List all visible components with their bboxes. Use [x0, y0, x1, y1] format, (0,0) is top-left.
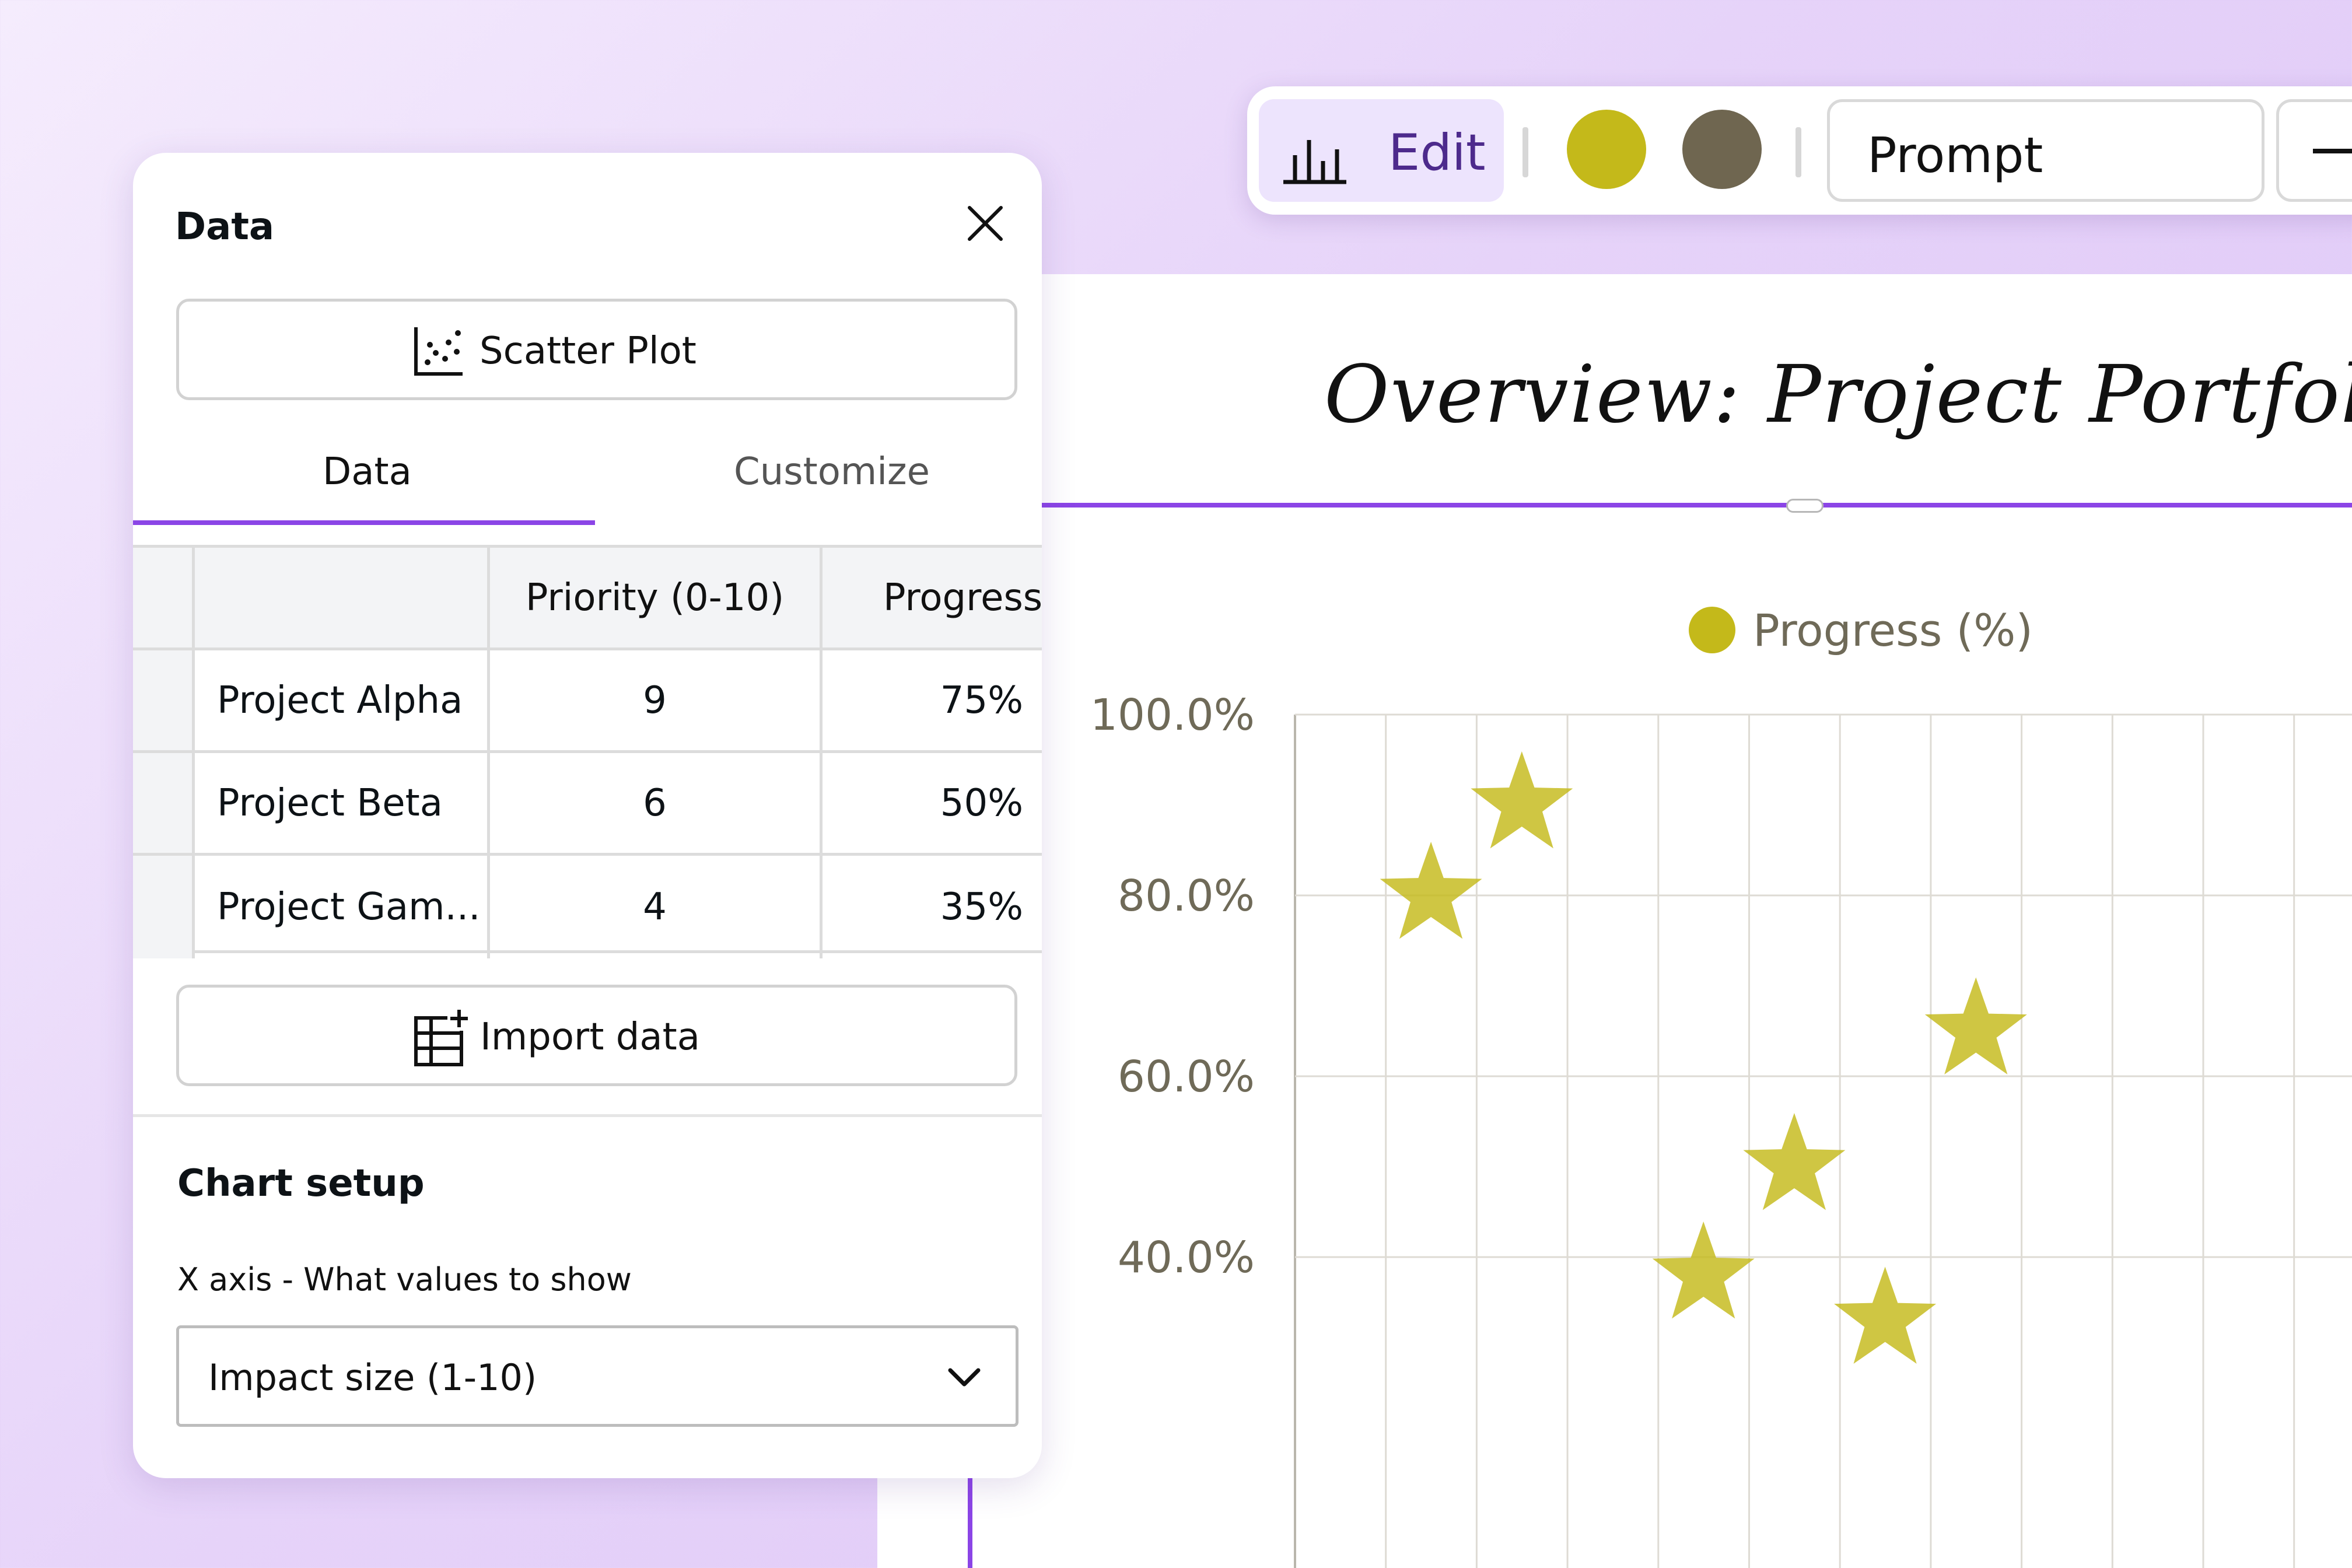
y-tick-label: 80.0% [1118, 871, 1255, 921]
scatter-point[interactable] [1924, 977, 2027, 1074]
decrease-button[interactable] [2276, 99, 2352, 202]
row-gutter[interactable] [133, 856, 195, 958]
row-gutter[interactable] [133, 753, 195, 856]
y-tick-label: 40.0% [1118, 1233, 1255, 1283]
table-cell[interactable]: 9 [490, 650, 822, 753]
legend-label: Progress (%) [1753, 604, 2034, 656]
row-gutter[interactable] [133, 650, 195, 753]
table-header-cell[interactable]: Progress [822, 548, 1042, 650]
import-data-label: Import data [480, 1016, 700, 1059]
scatter-point[interactable] [1834, 1266, 1937, 1364]
table-cell[interactable]: 4 [490, 856, 822, 958]
table-cell[interactable]: 50% [822, 753, 1042, 856]
color-swatch-olive[interactable] [1567, 110, 1646, 189]
y-tick-label: 100.0% [1090, 690, 1255, 740]
title-underline [1041, 503, 2352, 508]
chart-type-button[interactable]: Scatter Plot [176, 299, 1017, 400]
table-cell[interactable]: Project Gam... [195, 856, 490, 958]
active-tab-indicator [133, 520, 595, 525]
prompt-label: Prompt [1867, 127, 2043, 184]
table-header-cell[interactable]: Priority (0-10) [490, 548, 822, 650]
scatter-point[interactable] [1652, 1222, 1755, 1319]
section-divider [133, 1114, 1042, 1117]
chart-title[interactable]: Overview: Project Portfolio [1324, 349, 2352, 441]
close-icon[interactable] [965, 203, 1006, 244]
bar-chart-icon [1283, 140, 1346, 184]
row-gutter[interactable] [133, 548, 195, 650]
table-header-cell[interactable] [195, 548, 490, 650]
chevron-down-icon [948, 1368, 981, 1387]
scatter-point[interactable] [1471, 751, 1573, 849]
panel-title: Data [175, 205, 275, 249]
toolbar-divider [1796, 127, 1801, 177]
prompt-button[interactable]: Prompt [1827, 99, 2264, 202]
import-data-button[interactable]: Import data [176, 985, 1017, 1086]
floating-toolbar: Edit Prompt [1247, 86, 2352, 215]
scatter-plot-icon [414, 327, 463, 376]
color-swatch-brown[interactable] [1682, 110, 1762, 189]
table-cell[interactable]: 35% [940, 886, 1023, 929]
x-axis-field-label: X axis - What values to show [177, 1261, 632, 1298]
table-add-icon [414, 1007, 471, 1066]
resize-handle[interactable] [1786, 499, 1824, 513]
data-table: Priority (0-10) Progress Project Alpha 9… [133, 545, 1042, 958]
canvas-accent-line [968, 1476, 972, 1568]
toolbar-divider [1522, 127, 1528, 177]
edit-label: Edit [1388, 124, 1486, 182]
table-cell[interactable]: Project Alpha [195, 650, 490, 753]
legend-marker [1689, 607, 1735, 653]
tab-customize[interactable]: Customize [734, 450, 930, 494]
edit-chart-button[interactable]: Edit [1259, 99, 1504, 202]
table-cell[interactable]: Project Beta [195, 753, 490, 856]
design-canvas[interactable] [877, 274, 2352, 1568]
x-axis-selected-value: Impact size (1-10) [208, 1356, 537, 1399]
x-axis-select[interactable]: Impact size (1-10) [176, 1325, 1019, 1427]
chart-legend: Progress (%) [1689, 598, 2033, 662]
scatter-chart[interactable]: 100.0% 80.0% 60.0% 40.0% [877, 642, 2352, 1568]
scatter-point[interactable] [1380, 842, 1482, 939]
y-tick-label: 60.0% [1118, 1052, 1255, 1102]
chart-setup-heading: Chart setup [177, 1162, 425, 1205]
scatter-point[interactable] [1743, 1113, 1846, 1210]
table-cell[interactable]: 6 [490, 753, 822, 856]
chart-type-label: Scatter Plot [480, 330, 696, 373]
data-panel: Data Scatter Plot Data Customize Priorit… [133, 153, 1042, 1478]
minus-icon [2313, 149, 2352, 153]
table-cell[interactable]: 75% [822, 650, 1042, 753]
tab-data[interactable]: Data [323, 450, 412, 494]
